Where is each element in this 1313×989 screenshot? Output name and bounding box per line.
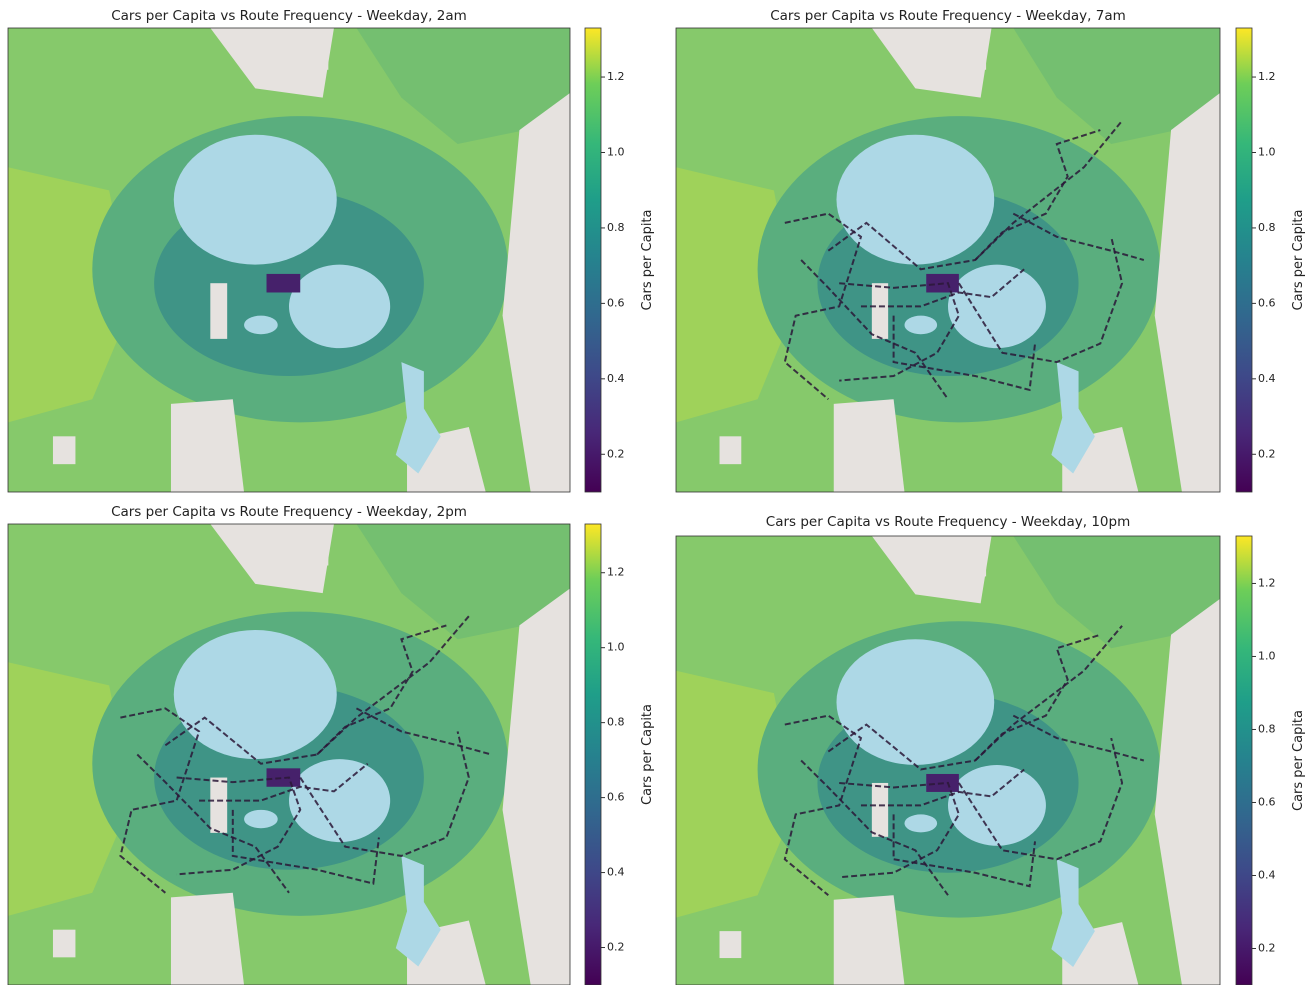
district	[872, 283, 888, 339]
colorbar	[1236, 28, 1252, 492]
no-data-area	[311, 51, 328, 70]
colorbar-tick-label: 1.2	[607, 70, 625, 83]
colorbar-tick-label: 1.2	[1258, 70, 1276, 83]
colorbar-tick-label: 0.2	[607, 447, 625, 460]
colorbar-tick-label: 0.8	[1258, 722, 1276, 735]
lake	[244, 810, 278, 828]
map	[8, 28, 570, 492]
lake	[174, 630, 337, 759]
no-data-area	[834, 399, 905, 492]
colorbar-label: Cars per Capita	[1291, 710, 1306, 811]
colorbar-tick-label: 0.6	[607, 296, 625, 309]
no-data-area	[834, 895, 905, 985]
colorbar-tick-label: 0.2	[607, 941, 625, 954]
district	[720, 436, 742, 464]
colorbar-tick-label: 1.0	[1258, 649, 1276, 662]
lake	[174, 135, 337, 265]
colorbar-tick-label: 1.0	[607, 145, 625, 158]
no-data-area	[171, 399, 244, 492]
downtown	[267, 768, 301, 786]
figure: Cars per Capita vs Route Frequency - Wee…	[0, 0, 1313, 985]
lake	[836, 639, 994, 765]
colorbar-tick-label: 0.8	[607, 716, 625, 729]
panel-title: Cars per Capita vs Route Frequency - Wee…	[111, 504, 467, 520]
colorbar-tick-label: 1.2	[1258, 576, 1276, 589]
panel-title: Cars per Capita vs Route Frequency - Wee…	[111, 8, 467, 24]
no-data-area	[311, 547, 328, 565]
colorbar-tick-label: 1.2	[607, 566, 625, 579]
colorbar	[1236, 536, 1252, 985]
district	[53, 436, 75, 464]
downtown	[267, 274, 301, 293]
map	[676, 28, 1220, 492]
colorbar-tick-label: 0.4	[1258, 372, 1276, 385]
colorbar	[585, 524, 601, 985]
colorbar-tick-label: 0.6	[607, 791, 625, 804]
colorbar-label: Cars per Capita	[1291, 210, 1306, 311]
colorbar-tick-label: 0.4	[1258, 868, 1276, 881]
colorbar-label: Cars per Capita	[640, 704, 655, 805]
lake	[836, 135, 994, 265]
colorbar-tick-label: 0.8	[1258, 221, 1276, 234]
lake	[904, 814, 937, 832]
colorbar-tick-label: 0.8	[607, 221, 625, 234]
district	[720, 931, 742, 958]
no-data-area	[970, 51, 986, 70]
colorbar	[585, 28, 601, 492]
district	[210, 778, 227, 833]
colorbar-tick-label: 0.2	[1258, 941, 1276, 954]
colorbar-tick-label: 0.2	[1258, 447, 1276, 460]
colorbar-tick-label: 1.0	[1258, 145, 1276, 158]
no-data-area	[171, 893, 244, 985]
lake	[244, 316, 278, 335]
colorbar-tick-label: 1.0	[607, 641, 625, 654]
colorbar-tick-label: 0.6	[1258, 296, 1276, 309]
map	[8, 524, 570, 985]
lake	[904, 316, 937, 335]
map	[676, 536, 1220, 985]
colorbar-tick-label: 0.6	[1258, 795, 1276, 808]
no-data-area	[970, 558, 986, 576]
panel-title: Cars per Capita vs Route Frequency - Wee…	[766, 514, 1130, 530]
district	[210, 283, 227, 339]
panel-title: Cars per Capita vs Route Frequency - Wee…	[770, 8, 1126, 24]
colorbar-tick-label: 0.4	[607, 866, 625, 879]
colorbar-label: Cars per Capita	[640, 210, 655, 311]
colorbar-tick-label: 0.4	[607, 372, 625, 385]
district	[872, 783, 888, 837]
district	[53, 930, 75, 958]
